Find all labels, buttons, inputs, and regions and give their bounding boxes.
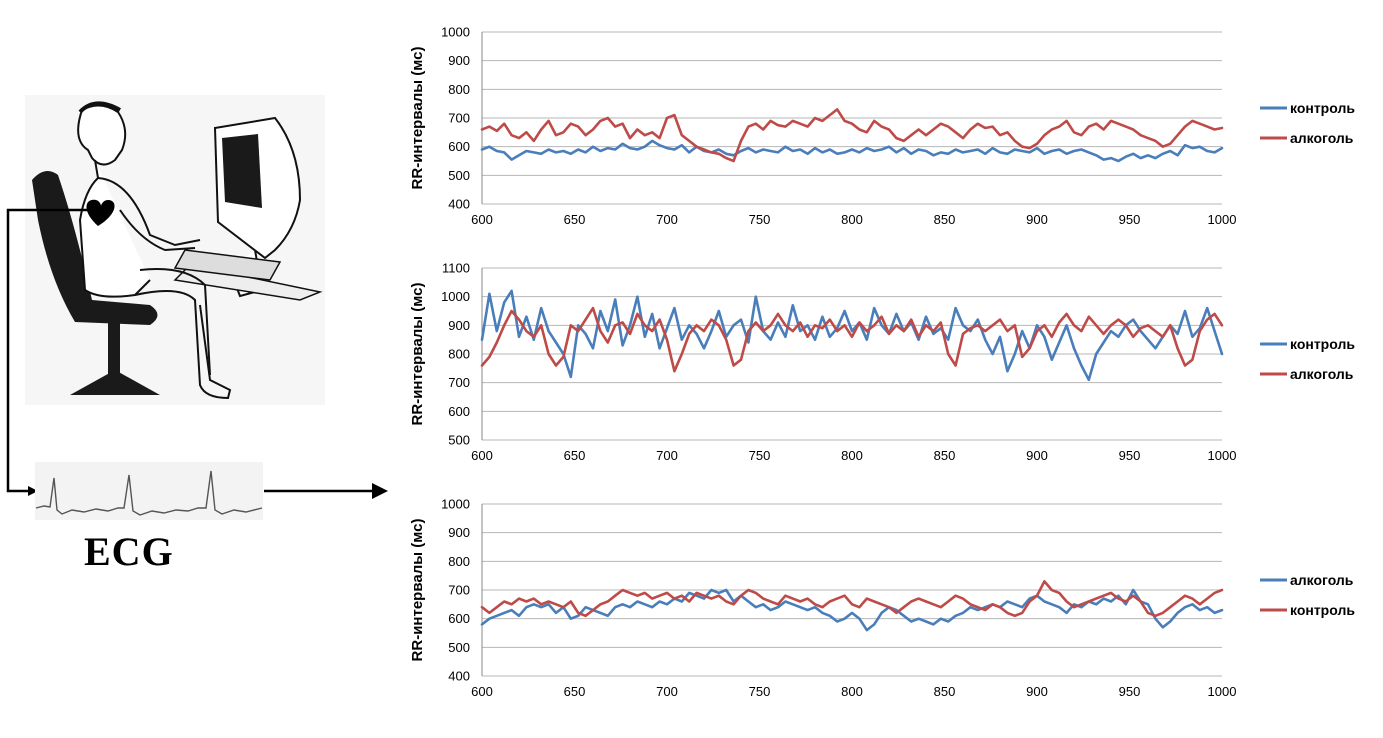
series-line-first (480, 588, 1224, 632)
y-tick-label: 700 (448, 583, 470, 598)
y-axis-title: RR-интервалы (мс) (409, 47, 426, 190)
x-tick-label: 950 (1119, 448, 1141, 463)
heart-icon (86, 199, 115, 226)
y-tick-label: 600 (448, 404, 470, 419)
y-tick-label: 1000 (441, 289, 470, 304)
y-tick-label: 400 (448, 197, 470, 212)
x-tick-label: 800 (841, 448, 863, 463)
y-tick-label: 500 (448, 640, 470, 655)
y-axis-title: RR-интервалы (мс) (409, 519, 426, 662)
legend-label: контроль (1290, 336, 1355, 352)
x-tick-label: 650 (564, 212, 586, 227)
y-tick-label: 800 (448, 82, 470, 97)
x-tick-label: 600 (471, 212, 493, 227)
x-tick-label: 600 (471, 684, 493, 699)
y-tick-label: 800 (448, 347, 470, 362)
y-tick-label: 600 (448, 139, 470, 154)
series-line-first (480, 289, 1224, 382)
arrow-right-icon (372, 483, 388, 499)
x-tick-label: 850 (934, 684, 956, 699)
ecg-lead-line (6, 208, 376, 493)
x-tick-label: 900 (1026, 684, 1048, 699)
x-tick-label: 850 (934, 448, 956, 463)
x-tick-label: 750 (749, 212, 771, 227)
y-tick-label: 1000 (441, 25, 470, 40)
legend-label: контроль (1290, 100, 1355, 116)
x-tick-label: 900 (1026, 212, 1048, 227)
x-tick-label: 750 (749, 684, 771, 699)
x-tick-label: 1000 (1208, 212, 1237, 227)
x-tick-label: 1000 (1208, 684, 1237, 699)
x-tick-label: 950 (1119, 212, 1141, 227)
x-tick-label: 950 (1119, 684, 1141, 699)
x-tick-label: 750 (749, 448, 771, 463)
x-tick-label: 700 (656, 212, 678, 227)
series-line-first (480, 139, 1224, 163)
y-tick-label: 1100 (442, 261, 470, 276)
ecg-illustration (6, 95, 388, 520)
x-tick-label: 650 (564, 684, 586, 699)
x-tick-label: 800 (841, 684, 863, 699)
x-tick-label: 850 (934, 212, 956, 227)
y-tick-label: 400 (448, 669, 470, 684)
y-tick-label: 900 (448, 525, 470, 540)
y-tick-label: 800 (448, 554, 470, 569)
x-tick-label: 700 (656, 684, 678, 699)
ecg-trace (35, 470, 263, 516)
series-line-second (480, 108, 1224, 163)
y-tick-label: 900 (448, 318, 470, 333)
ecg-label: ECG (84, 529, 174, 574)
y-tick-label: 700 (448, 111, 470, 126)
keyboard-icon (173, 249, 282, 281)
series-line-second (480, 306, 1224, 373)
x-tick-label: 700 (656, 448, 678, 463)
legend-label: алкоголь (1290, 572, 1354, 588)
x-tick-label: 650 (564, 448, 586, 463)
y-tick-label: 500 (448, 168, 470, 183)
x-tick-label: 900 (1026, 448, 1048, 463)
legend-label: алкоголь (1290, 366, 1354, 382)
y-axis-title: RR-интервалы (мс) (409, 283, 426, 426)
x-tick-label: 1000 (1208, 448, 1237, 463)
legend-label: контроль (1290, 602, 1355, 618)
y-tick-label: 1000 (441, 497, 470, 512)
y-tick-label: 500 (448, 433, 470, 448)
y-tick-label: 600 (448, 611, 470, 626)
x-tick-label: 600 (471, 448, 493, 463)
x-tick-label: 800 (841, 212, 863, 227)
arrow-head-icon (28, 486, 38, 496)
y-tick-label: 900 (448, 53, 470, 68)
desk-icon (173, 264, 323, 301)
monitor-icon (213, 116, 302, 298)
legend-label: алкоголь (1290, 130, 1354, 146)
series-line-second (480, 580, 1224, 618)
y-tick-label: 700 (448, 375, 470, 390)
person-icon (77, 101, 232, 400)
